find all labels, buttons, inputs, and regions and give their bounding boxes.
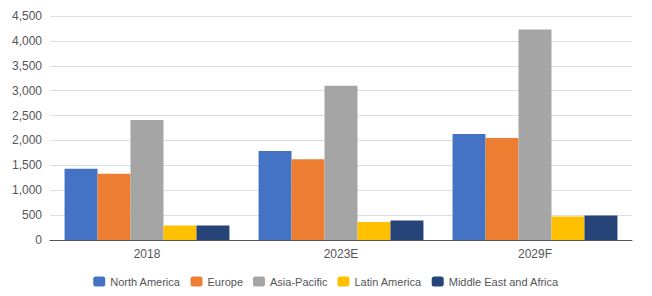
svg-text:2,500: 2,500 bbox=[12, 109, 42, 123]
svg-text:Latin America: Latin America bbox=[354, 276, 422, 288]
svg-text:3,000: 3,000 bbox=[12, 84, 42, 98]
svg-text:2,000: 2,000 bbox=[12, 133, 42, 147]
svg-text:2018: 2018 bbox=[134, 247, 161, 261]
svg-text:3,500: 3,500 bbox=[12, 59, 42, 73]
svg-text:Asia-Pacific: Asia-Pacific bbox=[270, 276, 328, 288]
svg-text:500: 500 bbox=[22, 208, 42, 222]
svg-text:2023E: 2023E bbox=[324, 247, 359, 261]
svg-text:Europe: Europe bbox=[208, 276, 243, 288]
svg-text:North America: North America bbox=[110, 276, 181, 288]
svg-text:0: 0 bbox=[35, 233, 42, 247]
svg-text:4,000: 4,000 bbox=[12, 34, 42, 48]
svg-text:Middle East and Africa: Middle East and Africa bbox=[449, 276, 559, 288]
svg-text:1,000: 1,000 bbox=[12, 183, 42, 197]
svg-text:1,500: 1,500 bbox=[12, 158, 42, 172]
svg-text:4,500: 4,500 bbox=[12, 9, 42, 23]
svg-text:2029F: 2029F bbox=[518, 247, 552, 261]
